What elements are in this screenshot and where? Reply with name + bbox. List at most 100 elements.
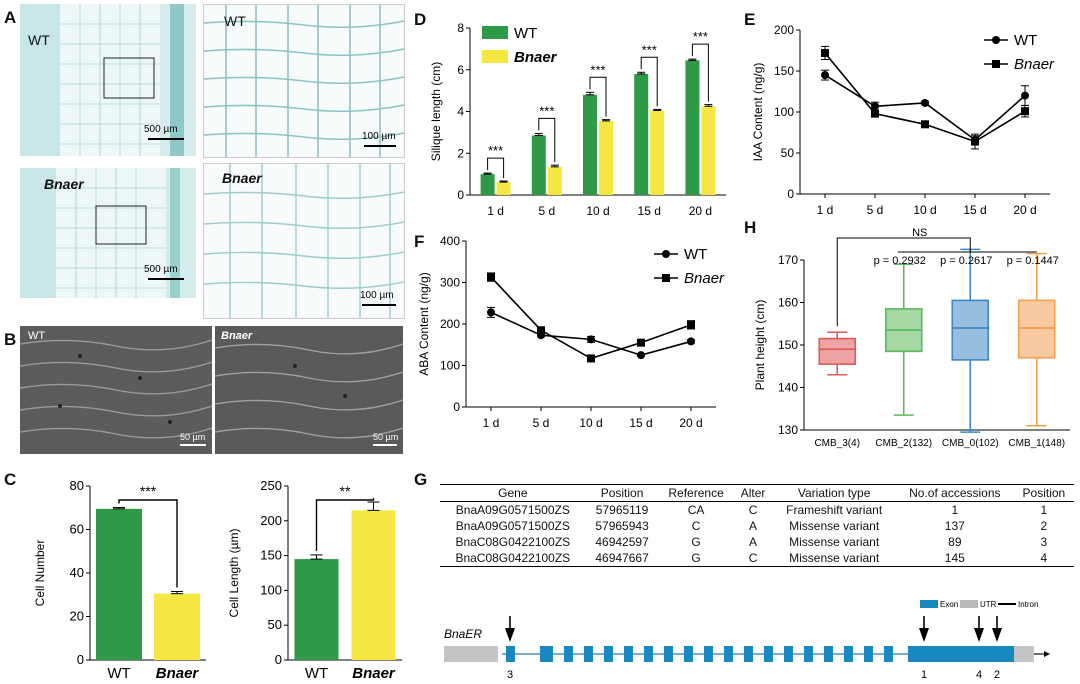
table-cell: A <box>749 535 758 549</box>
significance-bracket <box>836 237 971 327</box>
chart-c1: 0 20 40 60 80 Cell Number WT Bnaer *** <box>33 478 206 682</box>
panel-label-b: B <box>4 330 17 349</box>
gene-name: BnaER <box>444 627 482 641</box>
legend-label: WT <box>514 25 537 42</box>
utr-5 <box>444 646 498 662</box>
significance-bracket <box>315 498 375 551</box>
x-tick-label: CMB_0(102) <box>942 438 999 449</box>
significance-bracket <box>538 117 556 163</box>
col-header: Gene <box>440 484 586 502</box>
table-row: BnaC08G0422100ZS 46942597 G A Missense v… <box>440 534 1074 550</box>
panel-label-a: A <box>4 8 17 27</box>
data-point <box>1021 107 1029 116</box>
data-point <box>971 137 979 146</box>
significance-label: *** <box>590 62 605 77</box>
chart-c2: 0 50 100 150 200 250 Cell Length (µm) WT Bnaer ** <box>227 478 402 682</box>
micro-label: WT <box>224 13 246 29</box>
panel-label-e: E <box>744 10 756 29</box>
data-point <box>487 308 495 317</box>
direction-arrow-icon <box>1044 651 1050 657</box>
y-tick-label: 200 <box>440 317 460 331</box>
micrograph-wt-zoom: WT 100 µm <box>203 4 405 158</box>
legend-marker <box>992 60 1000 68</box>
x-tick-label: 1 d <box>483 416 500 430</box>
significance-label: *** <box>539 103 554 118</box>
x-tick-label: 5 d <box>533 416 550 430</box>
table-cell: 2 <box>1040 519 1048 533</box>
table-cell: CA <box>687 503 705 517</box>
exon <box>864 646 873 662</box>
table-cell: Frameshift variant <box>786 503 883 517</box>
x-tick-label: 20 d <box>1013 203 1036 217</box>
exon <box>506 646 515 662</box>
x-tick-label: Bnaer <box>156 665 200 682</box>
legend-swatch <box>482 50 508 63</box>
marker-arrow-icon <box>505 628 515 642</box>
table-cell: 4 <box>1040 551 1048 565</box>
y-tick-label: 40 <box>70 565 84 580</box>
y-tick-label: 50 <box>781 146 795 160</box>
scale-bar-label: 50 µm <box>180 432 206 442</box>
table-row: BnaA09G0571500ZS 57965943 C A Missense v… <box>440 518 1074 534</box>
x-tick-label: 10 d <box>913 203 936 217</box>
y-axis-label: Silique length (cm) <box>429 62 443 161</box>
significance-bracket <box>691 43 709 102</box>
bar <box>96 508 142 660</box>
data-point <box>587 354 595 363</box>
micro-label: WT <box>28 32 50 48</box>
table-cell: 89 <box>948 535 962 549</box>
y-tick-label: 140 <box>778 381 798 395</box>
marker-arrow-icon <box>919 628 929 642</box>
series-line <box>490 311 692 356</box>
significance-label: *** <box>140 483 157 499</box>
data-point <box>921 98 929 107</box>
bar <box>351 510 396 660</box>
box <box>1017 299 1056 359</box>
legend-intron-label: Intron <box>1018 600 1038 609</box>
exon <box>784 646 793 662</box>
legend-label: Bnaer <box>514 49 558 66</box>
bar <box>154 593 200 660</box>
sem-wt: WT 50 µm <box>20 326 212 454</box>
exon <box>584 646 593 662</box>
series-line <box>490 276 692 360</box>
data-point <box>537 326 545 335</box>
y-tick-label: 6 <box>457 63 464 77</box>
panel-label-c: C <box>4 470 17 489</box>
bar <box>583 94 597 195</box>
y-tick-label: 0 <box>275 652 282 667</box>
y-tick-label: 60 <box>70 522 84 537</box>
panel-label-f: F <box>414 232 425 251</box>
data-point <box>871 109 879 118</box>
data-point <box>687 337 695 346</box>
marker-label: 1 <box>921 669 927 681</box>
p-value-label: p = 0.2617 <box>940 255 992 267</box>
x-tick-label: 15 d <box>963 203 986 217</box>
box <box>818 337 857 365</box>
micrograph-texture <box>204 164 404 318</box>
marker-label: 2 <box>994 669 1000 681</box>
p-value-label: p = 0.2932 <box>874 255 926 267</box>
x-tick-label: 10 d <box>586 204 609 218</box>
col-header: Alter <box>733 484 773 502</box>
table-row: BnaA09G0571500ZS 57965119 CA C Frameshif… <box>440 502 1074 519</box>
exon <box>744 646 753 662</box>
y-tick-label: 8 <box>457 21 464 35</box>
x-tick-label: 1 d <box>487 204 504 218</box>
significance-bracket <box>589 76 607 117</box>
col-header: Position <box>1013 484 1074 502</box>
scale-bar-label: 500 µm <box>144 264 178 275</box>
y-tick-label: 80 <box>70 478 84 493</box>
table-header-row: Gene Position Reference Alter Variation … <box>440 484 1074 502</box>
x-tick-label: CMB_2(132) <box>875 438 932 449</box>
panel-label-h: H <box>744 218 757 237</box>
scale-bar-label: 100 µm <box>360 290 394 301</box>
data-point <box>1021 91 1029 100</box>
panel-label-g: G <box>414 470 428 489</box>
significance-bracket <box>640 56 658 107</box>
marker-label: 4 <box>976 669 982 681</box>
y-axis-label: Plant height (cm) <box>753 300 767 391</box>
data-point <box>637 338 645 347</box>
table-cell: 1 <box>1040 503 1048 517</box>
